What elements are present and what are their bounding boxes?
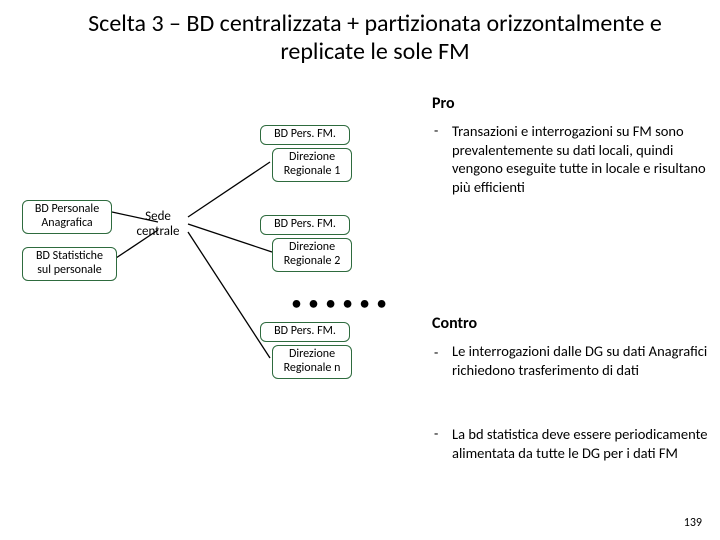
- box-direzione-n: DirezioneRegionale n: [272, 345, 352, 379]
- contro-text-2: La bd statistica deve essere periodicame…: [432, 425, 720, 462]
- contro-text-1: Le interrogazioni dalle DG su dati Anagr…: [432, 342, 720, 379]
- box-bd-statistiche: BD Statistichesul personale: [22, 247, 117, 281]
- label-sede-centrale: Sedecentrale: [128, 210, 188, 240]
- contro-heading: Contro: [432, 314, 477, 333]
- page-title: Scelta 3 – BD centralizzata + partiziona…: [60, 10, 690, 65]
- box-bd-pers-fm-n: BD Pers. FM.: [260, 322, 350, 342]
- ellipsis-dots: • • • • • •: [292, 292, 388, 314]
- pro-text: Transazioni e interrogazioni su FM sono …: [432, 122, 720, 196]
- pro-heading: Pro: [432, 94, 455, 113]
- box-direzione-1: DirezioneRegionale 1: [272, 148, 352, 182]
- page-number: 139: [684, 516, 702, 530]
- box-bd-pers-fm-2: BD Pers. FM.: [260, 215, 350, 235]
- box-bd-anagrafica: BD PersonaleAnagrafica: [22, 200, 112, 234]
- box-bd-pers-fm-1: BD Pers. FM.: [260, 125, 350, 145]
- box-direzione-2: DirezioneRegionale 2: [272, 238, 352, 272]
